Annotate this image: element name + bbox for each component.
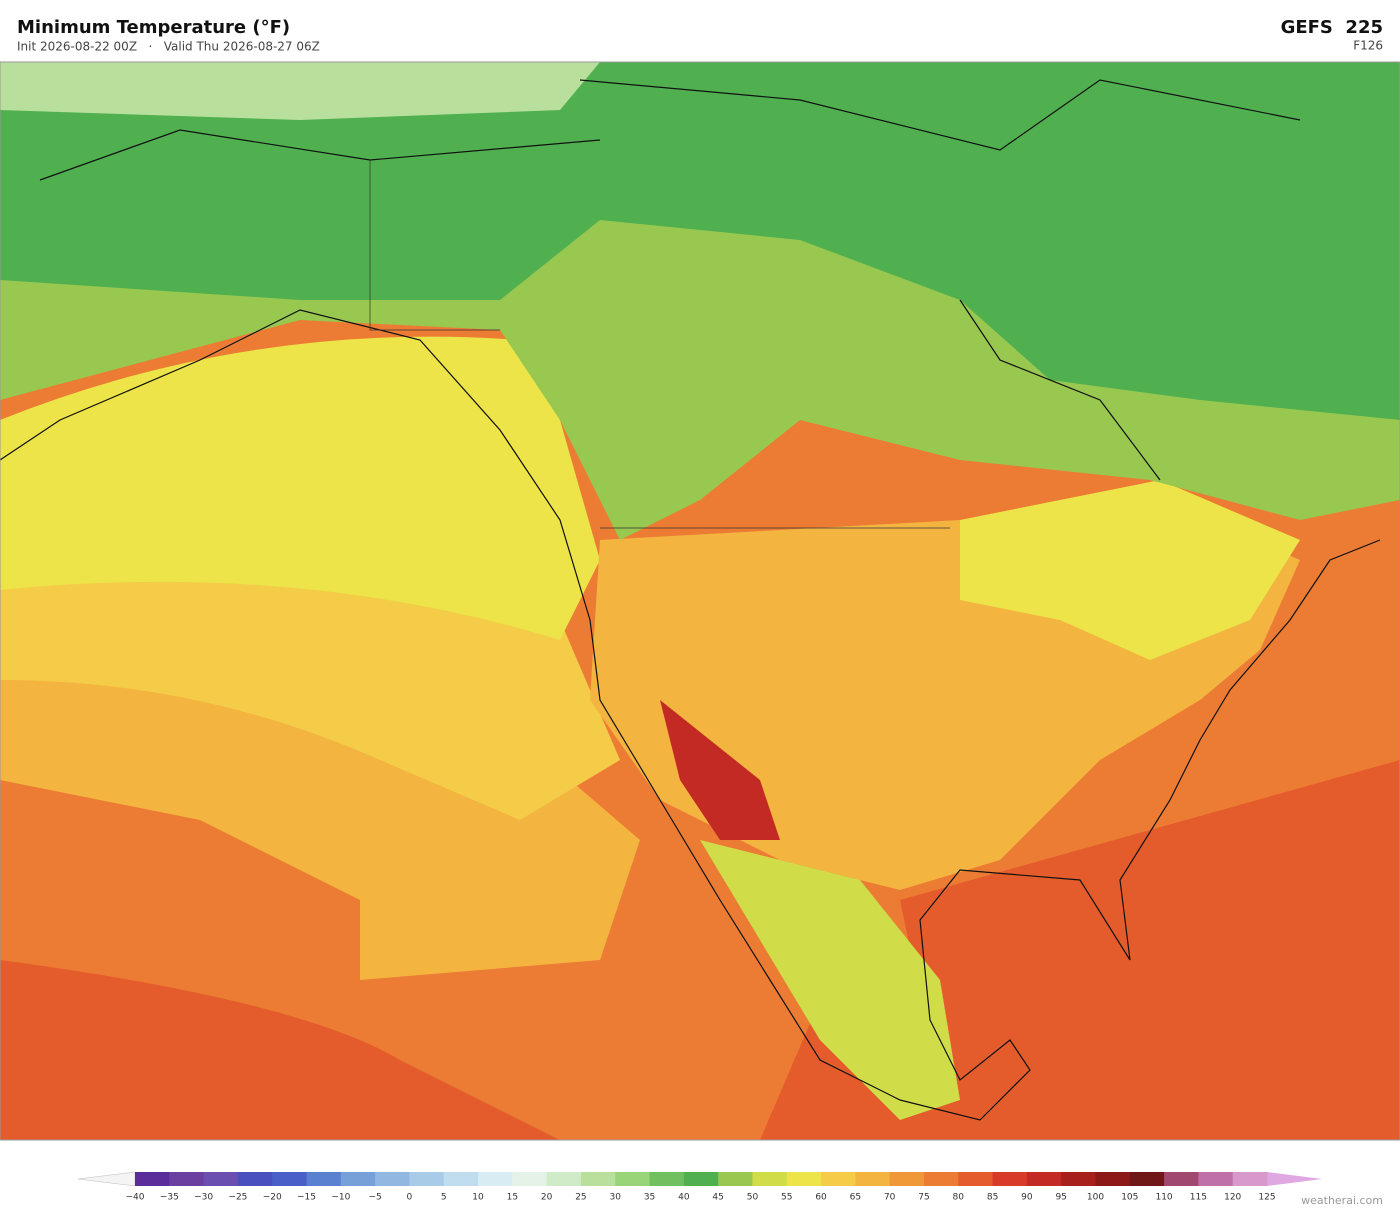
colorbar-label: 40 xyxy=(678,1193,690,1203)
colorbar-label: −30 xyxy=(194,1193,213,1203)
colorbar-label: 60 xyxy=(815,1193,827,1203)
colorbar-swatch xyxy=(786,1172,822,1186)
colorbar-swatch xyxy=(923,1172,959,1186)
map xyxy=(0,61,1400,1141)
colorbar-label: 20 xyxy=(541,1193,553,1203)
colorbar-swatch xyxy=(992,1172,1028,1186)
colorbar-label: −40 xyxy=(126,1193,145,1203)
colorbar-swatch xyxy=(409,1172,445,1186)
colorbar-swatch xyxy=(615,1172,651,1186)
colorbar-swatch xyxy=(580,1172,616,1186)
colorbar-swatch xyxy=(340,1172,376,1186)
colorbar-swatch xyxy=(683,1172,719,1186)
colorbar-swatch xyxy=(203,1172,239,1186)
colorbar-swatch xyxy=(1026,1172,1062,1186)
colorbar-label: 85 xyxy=(987,1193,998,1203)
colorbar-label: 70 xyxy=(884,1193,896,1203)
colorbar-label: −15 xyxy=(297,1193,316,1203)
colorbar-label: 110 xyxy=(1155,1193,1172,1203)
land-cold xyxy=(0,62,600,120)
land-cold xyxy=(0,62,1400,420)
colorbar-label: 35 xyxy=(644,1193,655,1203)
colorbar-swatch xyxy=(443,1172,479,1186)
colorbar-swatch xyxy=(135,1172,170,1186)
colorbar-label: 50 xyxy=(747,1193,759,1203)
forecast-hour: F126 xyxy=(1353,39,1383,53)
colorbar-label: 30 xyxy=(610,1193,622,1203)
colorbar-swatch xyxy=(375,1172,410,1186)
coastline xyxy=(39,79,1301,481)
colorbar-swatch xyxy=(478,1172,513,1186)
colorbar-label: −35 xyxy=(160,1193,179,1203)
land-mild xyxy=(960,480,1300,660)
colorbar-swatch xyxy=(272,1172,308,1186)
border xyxy=(369,160,950,529)
land-mild xyxy=(700,840,960,1120)
colorbar: −40 −35 −30 −25 −20 −15 −10 −5 0 5 10 15 20 25 30 35 40 4… xyxy=(77,1171,1322,1203)
colorbar-swatch xyxy=(237,1172,273,1186)
colorbar-swatch xyxy=(821,1172,856,1186)
credit: weatherai.com xyxy=(1301,1194,1383,1207)
colorbar-label: 15 xyxy=(507,1193,518,1203)
colorbar-swatch xyxy=(1129,1172,1165,1186)
colorbar-over xyxy=(1267,1172,1322,1186)
colorbar-label: 120 xyxy=(1224,1193,1241,1203)
coastline xyxy=(0,309,1381,1121)
colorbar-swatch xyxy=(1232,1172,1268,1186)
colorbar-swatch xyxy=(546,1172,582,1186)
colorbar-swatch xyxy=(855,1172,891,1186)
colorbar-label: −5 xyxy=(368,1193,381,1203)
colorbar-under xyxy=(77,1171,136,1187)
colorbar-label: 65 xyxy=(850,1193,861,1203)
map-frame xyxy=(0,61,1400,1141)
colorbar-label: 115 xyxy=(1190,1193,1207,1203)
colorbar-swatch xyxy=(1095,1172,1131,1186)
colorbar-swatch xyxy=(649,1172,685,1186)
colorbar-label: −25 xyxy=(228,1193,247,1203)
colorbar-swatch xyxy=(958,1172,994,1186)
colorbar-label: 80 xyxy=(953,1193,965,1203)
colorbar-swatch xyxy=(1198,1172,1234,1186)
warm-region xyxy=(0,760,1400,1140)
colorbar-swatch xyxy=(718,1172,753,1186)
colorbar-label: 90 xyxy=(1021,1193,1033,1203)
colorbar-label: 125 xyxy=(1258,1193,1275,1203)
model: GEFS 225 xyxy=(1281,17,1383,38)
colorbar-swatch xyxy=(1164,1172,1199,1186)
colorbar-label: −10 xyxy=(331,1193,350,1203)
colorbar-label: 105 xyxy=(1121,1193,1138,1203)
colorbar-label: 10 xyxy=(472,1193,484,1203)
ocean-band xyxy=(0,336,600,640)
subtitle: Init 2026-08-22 00Z · Valid Thu 2026-08-… xyxy=(17,40,320,54)
colorbar-swatch xyxy=(889,1172,925,1186)
colorbar-label: −20 xyxy=(263,1193,282,1203)
colorbar-label: 100 xyxy=(1087,1193,1104,1203)
colorbar-label: 45 xyxy=(712,1193,723,1203)
hot-spot xyxy=(660,700,780,840)
title: Minimum Temperature (°F) xyxy=(17,17,290,38)
colorbar-swatch xyxy=(512,1172,548,1186)
colorbar-label: 75 xyxy=(918,1193,929,1203)
colorbar-swatch xyxy=(1061,1172,1096,1186)
colorbar-label: 25 xyxy=(575,1193,586,1203)
colorbar-swatch xyxy=(306,1172,342,1186)
colorbar-label: 55 xyxy=(781,1193,792,1203)
colorbar-label: 5 xyxy=(441,1193,447,1203)
colorbar-label: 0 xyxy=(407,1193,413,1203)
ocean-band xyxy=(0,575,620,820)
colorbar-swatch xyxy=(169,1172,205,1186)
colorbar-swatch xyxy=(752,1172,788,1186)
colorbar-label: 95 xyxy=(1055,1193,1066,1203)
